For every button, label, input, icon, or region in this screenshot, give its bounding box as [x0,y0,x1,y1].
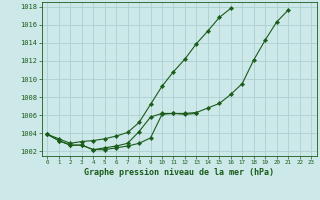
X-axis label: Graphe pression niveau de la mer (hPa): Graphe pression niveau de la mer (hPa) [84,168,274,177]
